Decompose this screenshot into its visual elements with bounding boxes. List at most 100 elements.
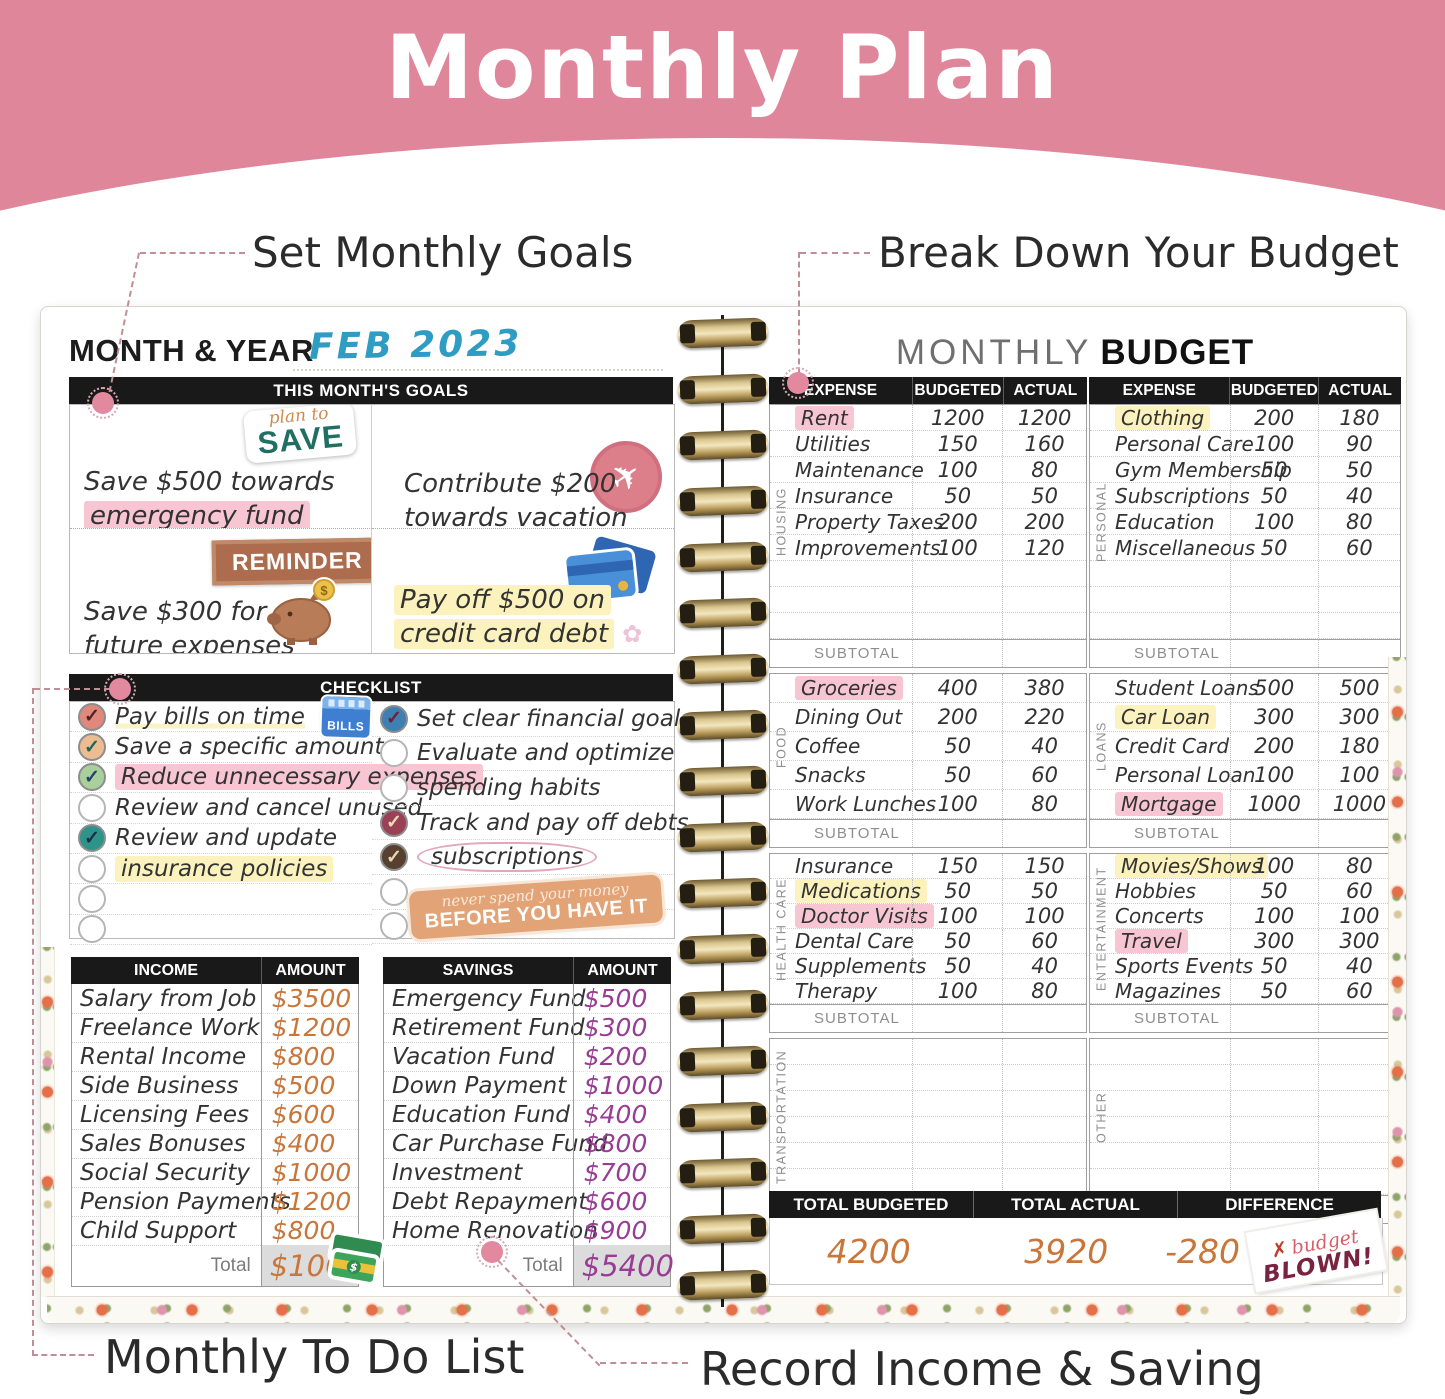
checkbox-circle: ✓ xyxy=(78,793,106,822)
bills-sticker: BILLS xyxy=(321,695,371,738)
income-row: Pension Payments $1200 xyxy=(72,1187,358,1217)
connector-line xyxy=(34,688,110,690)
budget-row: Student Loans 500 500 xyxy=(1090,674,1400,703)
income-row: Freelance Work $1200 xyxy=(72,1013,358,1043)
checklist-item: ✓ insurance policies xyxy=(70,854,372,885)
checklist-item-label: Track and pay off debts xyxy=(417,809,689,836)
budget-row: Hobbies 50 60 xyxy=(1090,879,1400,904)
budget-row xyxy=(770,561,1086,587)
savings-table-header: SAVINGS AMOUNT xyxy=(383,957,671,984)
checklist-item-label: insurance policies xyxy=(115,855,334,882)
budget-sections-right: PERSONAL Clothing 200 180 Personal Care … xyxy=(1089,404,1401,1224)
callout-set-monthly-goals: Set Monthly Goals xyxy=(252,228,634,277)
check-icon: ✓ xyxy=(84,706,100,728)
budget-row: Movies/Shows 100 80 xyxy=(1090,854,1400,879)
budget-row xyxy=(770,1143,1086,1169)
goal-text: Save $300 for future expenses xyxy=(84,597,295,653)
month-year-line xyxy=(293,369,663,371)
budget-row: Personal Loan 100 100 xyxy=(1090,761,1400,790)
checklist-item-label: spending habits xyxy=(417,774,601,801)
callout-anchor-dot xyxy=(476,1236,508,1268)
checklist-header: CHECKLIST xyxy=(69,674,673,701)
checklist-column-right: ✓ Set clear financial goals ✓ Evaluate a… xyxy=(372,702,692,945)
callout-anchor-dot xyxy=(104,673,136,705)
budget-row: Groceries 400 380 xyxy=(770,674,1086,703)
goal-quadrant-2: ✈ Contribute $200 towards vacation xyxy=(372,405,674,529)
budget-blown-sticker: ✗budget BLOWN! xyxy=(1245,1209,1387,1293)
budget-row: Dental Care 50 60 xyxy=(770,929,1086,954)
savings-row: Retirement Fund $300 xyxy=(384,1013,670,1043)
checklist-item: ✓ Set clear financial goals xyxy=(372,702,692,737)
checkbox-circle: ✓ xyxy=(78,763,106,792)
checkbox-circle: ✓ xyxy=(78,733,106,762)
budget-section: HOUSING Rent 1200 1200 Utilities 150 xyxy=(769,404,1087,668)
budget-row: Magazines 50 60 xyxy=(1090,979,1400,1004)
budget-section-label: TRANSPORTATION xyxy=(774,1049,789,1185)
budget-row xyxy=(770,1065,1086,1091)
budget-section-label: ENTERTAINMENT xyxy=(1094,866,1109,992)
checklist-column-left: ✓ Pay bills on time BILLS ✓ Save a speci… xyxy=(70,695,483,946)
savings-row: Vacation Fund $200 xyxy=(384,1042,670,1072)
total-actual-value: 3920 xyxy=(1024,1231,1109,1271)
check-icon: ✓ xyxy=(84,766,100,788)
budget-row: Sports Events 50 40 xyxy=(1090,954,1400,979)
checkbox-circle: ✓ xyxy=(78,915,106,944)
budget-row: Travel 300 300 xyxy=(1090,929,1400,954)
budget-row: Subscriptions 50 40 xyxy=(1090,483,1400,509)
savings-row: Emergency Fund $500 xyxy=(384,984,670,1014)
connector-line xyxy=(798,252,800,374)
budget-row: Medications 50 50 xyxy=(770,879,1086,904)
connector-line xyxy=(32,688,34,1356)
budget-row: Therapy 100 80 xyxy=(770,979,1086,1004)
income-row: Child Support $800 xyxy=(72,1216,358,1246)
callout-anchor-dot xyxy=(782,367,814,399)
budget-row: Education 100 80 xyxy=(1090,509,1400,535)
checklist-item: ✓ Review and update xyxy=(70,824,372,854)
callout-record-income-saving: Record Income & Saving xyxy=(700,1342,1264,1396)
floral-cover-edge-right xyxy=(1388,657,1406,1297)
checklist-item: ✓ Save a specific amount xyxy=(70,732,384,763)
budget-section-label: HEALTH CARE xyxy=(774,877,789,981)
checkbox-circle: ✓ xyxy=(78,854,106,883)
spiral-binding xyxy=(677,313,769,1313)
budget-row: Improvements 100 120 xyxy=(770,535,1086,561)
budget-section-label: FOOD xyxy=(774,725,789,768)
month-year-value: FEB 2023 xyxy=(308,323,523,368)
budget-row xyxy=(1090,1065,1400,1091)
checklist-item: ✓ Pay bills on time BILLS xyxy=(70,695,372,738)
budget-row: Utilities 150 160 xyxy=(770,431,1086,457)
income-row: Sales Bonuses $400 xyxy=(72,1129,358,1159)
savings-table: SAVINGS AMOUNT Emergency Fund $500 Retir… xyxy=(383,957,674,1287)
goal-quadrant-1: plan to SAVE Save $500 towards emergency… xyxy=(70,405,372,529)
checkbox-circle: ✓ xyxy=(380,773,408,802)
connector-line xyxy=(140,252,245,254)
budget-title: MONTHLY BUDGET xyxy=(895,333,1255,372)
difference-value: -280 ✗budget BLOWN! xyxy=(1165,1209,1387,1293)
checklist-item: ✓ spending habits xyxy=(372,771,674,806)
budget-row: Personal Care 100 90 xyxy=(1090,431,1400,457)
budget-row: Property Taxes 200 200 xyxy=(770,509,1086,535)
budget-section: FOOD Groceries 400 380 Dining Out 200 xyxy=(769,673,1087,848)
airplane-sticker: ✈ xyxy=(590,441,662,513)
savings-total-row: Total $5400 xyxy=(384,1245,674,1286)
checklist-item: ✓ Evaluate and optimize xyxy=(372,737,674,772)
goal-text: Pay off $500 on credit card debt ✿ xyxy=(394,583,642,652)
subtotal-row: SUBTOTAL xyxy=(770,1004,1086,1032)
budget-row xyxy=(770,1039,1086,1065)
budget-row xyxy=(770,587,1086,613)
budget-table-header: EXPENSE BUDGETED ACTUAL xyxy=(769,377,1087,404)
checklist-item: ✓ xyxy=(70,915,372,946)
income-table: INCOME AMOUNT Salary from Job $3500 Free… xyxy=(71,957,386,1287)
budget-section: PERSONAL Clothing 200 180 Personal Care … xyxy=(1089,404,1401,668)
budget-row xyxy=(770,1117,1086,1143)
checkbox-circle: ✓ xyxy=(78,702,106,731)
budget-row: Car Loan 300 300 xyxy=(1090,703,1400,732)
goal-quadrant-3: REMINDER Save $300 for future expenses $ xyxy=(70,529,372,653)
budget-row: Doctor Visits 100 100 xyxy=(770,904,1086,929)
budget-totals-values: 4200 3920 -280 ✗budget BLOWN! xyxy=(769,1209,1387,1293)
savings-row: Down Payment $1000 xyxy=(384,1071,670,1101)
budget-section-label: PERSONAL xyxy=(1094,481,1109,563)
checklist-item-label: Set clear financial goals xyxy=(417,705,693,732)
budget-sections-left: HOUSING Rent 1200 1200 Utilities 150 xyxy=(769,404,1087,1224)
check-icon: ✓ xyxy=(386,708,402,730)
